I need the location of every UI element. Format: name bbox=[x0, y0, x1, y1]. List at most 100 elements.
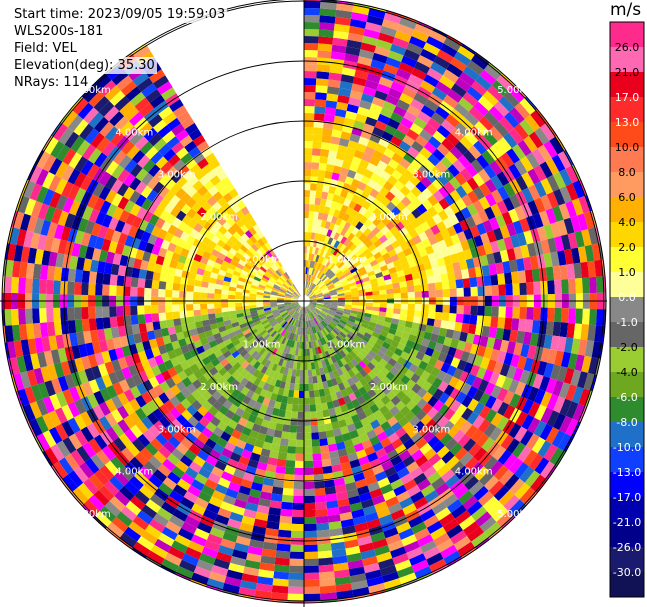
velocity-gate bbox=[42, 188, 55, 206]
velocity-gate bbox=[243, 566, 260, 577]
velocity-gate bbox=[329, 263, 336, 271]
velocity-gate bbox=[300, 362, 304, 371]
velocity-gate bbox=[385, 57, 402, 69]
velocity-gate bbox=[304, 355, 308, 363]
velocity-gate bbox=[537, 144, 552, 162]
velocity-gate bbox=[481, 437, 495, 452]
velocity-gate bbox=[224, 441, 236, 452]
velocity-gate bbox=[400, 242, 410, 251]
velocity-gate bbox=[281, 431, 290, 440]
velocity-gate bbox=[391, 421, 403, 433]
velocity-gate bbox=[237, 316, 245, 322]
velocity-gate bbox=[374, 545, 390, 556]
velocity-gate bbox=[329, 527, 343, 537]
velocity-gate bbox=[366, 429, 377, 440]
velocity-gate bbox=[408, 259, 417, 268]
velocity-gate bbox=[247, 414, 257, 424]
velocity-gate bbox=[334, 327, 342, 334]
velocity-gate bbox=[366, 139, 379, 150]
velocity-gate bbox=[224, 409, 235, 420]
velocity-gate bbox=[366, 72, 381, 84]
velocity-gate bbox=[284, 467, 295, 475]
velocity-gate bbox=[20, 371, 31, 389]
velocity-gate bbox=[501, 73, 515, 86]
velocity-gate bbox=[427, 282, 436, 291]
velocity-gate bbox=[306, 306, 311, 313]
velocity-gate bbox=[138, 269, 147, 279]
velocity-gate bbox=[478, 392, 491, 406]
velocity-gate bbox=[249, 305, 257, 309]
velocity-gate bbox=[124, 480, 140, 496]
velocity-gate bbox=[384, 316, 393, 324]
velocity-gate bbox=[237, 529, 253, 540]
velocity-gate bbox=[479, 69, 497, 86]
velocity-gate bbox=[419, 460, 433, 473]
velocity-gate bbox=[524, 470, 541, 488]
velocity-gate bbox=[186, 186, 198, 198]
velocity-gate bbox=[255, 511, 269, 521]
velocity-gate bbox=[395, 190, 406, 202]
velocity-gate bbox=[233, 498, 248, 509]
colorbar-tick-label: -13.0 bbox=[613, 466, 641, 479]
velocity-gate bbox=[309, 246, 314, 254]
velocity-gate bbox=[491, 189, 503, 204]
velocity-gate bbox=[336, 234, 344, 243]
velocity-gate bbox=[423, 261, 432, 271]
velocity-gate bbox=[304, 530, 318, 538]
velocity-gate bbox=[601, 259, 605, 277]
velocity-gate bbox=[98, 416, 112, 431]
velocity-gate bbox=[235, 306, 243, 311]
velocity-gate bbox=[393, 129, 407, 141]
velocity-gate bbox=[304, 425, 312, 433]
velocity-gate bbox=[495, 262, 505, 275]
velocity-gate bbox=[503, 390, 515, 405]
velocity-gate bbox=[211, 466, 224, 478]
velocity-gate bbox=[353, 172, 364, 182]
velocity-gate bbox=[527, 345, 537, 360]
velocity-gate bbox=[137, 278, 146, 288]
velocity-gate bbox=[304, 84, 316, 93]
velocity-gate bbox=[304, 134, 314, 142]
velocity-gate bbox=[373, 239, 383, 248]
velocity-gate bbox=[246, 355, 255, 364]
velocity-gate bbox=[275, 280, 283, 287]
velocity-gate bbox=[323, 114, 335, 123]
velocity-gate bbox=[210, 323, 219, 330]
velocity-gate bbox=[96, 137, 111, 153]
velocity-gate bbox=[193, 369, 204, 380]
velocity-gate bbox=[392, 553, 409, 565]
velocity-gate bbox=[315, 92, 327, 101]
velocity-gate bbox=[142, 340, 152, 351]
range-ring-label: 2.00km bbox=[200, 382, 238, 393]
velocity-gate bbox=[262, 397, 271, 406]
velocity-gate bbox=[350, 287, 358, 292]
velocity-gate bbox=[363, 218, 373, 228]
velocity-gate bbox=[365, 291, 373, 296]
velocity-gate bbox=[380, 196, 391, 207]
velocity-gate bbox=[443, 493, 459, 508]
velocity-gate bbox=[228, 562, 245, 574]
velocity-gate bbox=[459, 168, 473, 182]
velocity-gate bbox=[304, 586, 321, 595]
velocity-gate bbox=[3, 259, 7, 277]
velocity-gate bbox=[328, 407, 337, 417]
velocity-gate bbox=[228, 306, 236, 312]
velocity-gate bbox=[254, 333, 262, 341]
velocity-gate bbox=[463, 305, 471, 315]
velocity-gate bbox=[86, 423, 100, 439]
velocity-gate bbox=[483, 164, 497, 179]
velocity-gate bbox=[201, 314, 209, 321]
velocity-gate bbox=[304, 565, 319, 574]
velocity-gate bbox=[269, 450, 279, 459]
velocity-gate bbox=[321, 337, 327, 345]
velocity-gate bbox=[348, 264, 356, 271]
velocity-gate bbox=[361, 439, 373, 450]
velocity-gate bbox=[392, 259, 402, 267]
velocity-gate bbox=[396, 23, 415, 36]
velocity-gate bbox=[381, 520, 396, 532]
velocity-gate bbox=[410, 432, 423, 444]
velocity-gate bbox=[354, 249, 363, 258]
velocity-gate bbox=[317, 212, 324, 220]
velocity-gate bbox=[365, 240, 374, 249]
velocity-gate bbox=[47, 221, 58, 238]
